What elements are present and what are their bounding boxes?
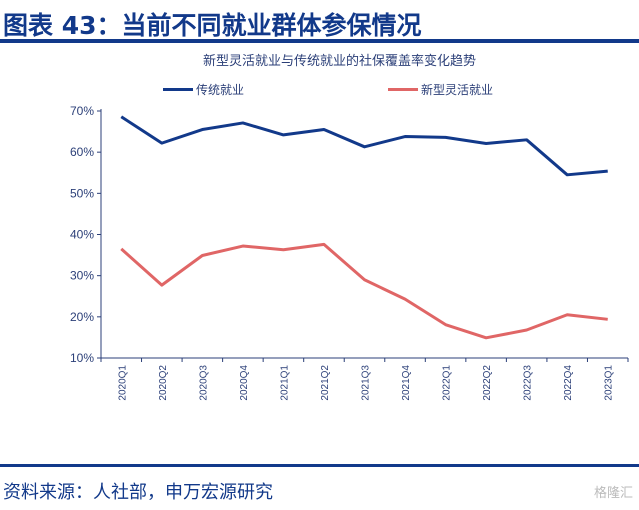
- legend-label: 传统就业: [196, 83, 245, 97]
- y-tick-label: 40%: [70, 228, 94, 242]
- page-title: 图表 43：当前不同就业群体参保情况: [3, 11, 422, 40]
- x-tick-label: 2022Q2: [482, 365, 493, 401]
- series-line-traditional: [120, 115, 608, 177]
- footer-rule: [0, 464, 639, 467]
- legend-swatch: [388, 88, 418, 91]
- x-tick-label: 2020Q3: [198, 365, 209, 401]
- legend-item-flexible: 新型灵活就业: [388, 81, 493, 98]
- x-tick-label: 2020Q1: [117, 365, 128, 401]
- y-tick-label: 50%: [70, 186, 94, 200]
- y-tick-label: 70%: [70, 104, 94, 118]
- chart-title: 新型灵活就业与传统就业的社保覆盖率变化趋势: [202, 54, 476, 69]
- source-note: 资料来源：人社部，申万宏源研究: [3, 482, 273, 503]
- x-tick-label: 2023Q1: [604, 365, 615, 401]
- x-tick-label: 2022Q1: [442, 365, 453, 401]
- y-tick-label: 20%: [70, 310, 94, 324]
- watermark: 格隆汇: [593, 486, 633, 501]
- x-tick-label: 2022Q4: [563, 365, 574, 401]
- y-tick-label: 30%: [70, 269, 94, 283]
- x-tick-label: 2022Q3: [523, 365, 534, 401]
- x-tick-label: 2021Q3: [361, 365, 372, 401]
- x-tick-label: 2020Q2: [158, 365, 169, 401]
- x-tick-label: 2020Q4: [239, 365, 250, 401]
- header-rule: [0, 39, 639, 43]
- legend-swatch: [163, 88, 193, 91]
- legend-item-traditional: 传统就业: [163, 81, 244, 98]
- y-tick-label: 60%: [70, 145, 94, 159]
- x-tick-label: 2021Q2: [320, 365, 331, 401]
- series-line-flexible: [120, 242, 608, 340]
- x-tick-label: 2021Q4: [401, 365, 412, 401]
- x-tick-label: 2021Q1: [279, 365, 290, 401]
- legend-label: 新型灵活就业: [421, 83, 494, 97]
- y-tick-label: 10%: [70, 351, 94, 365]
